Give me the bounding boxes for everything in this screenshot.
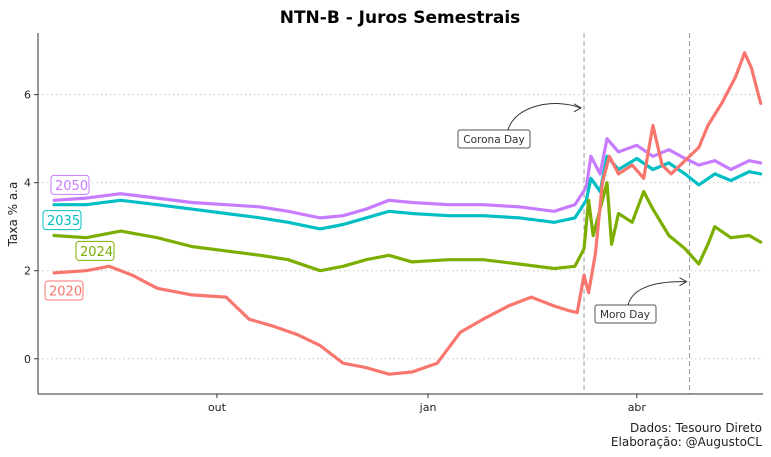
- series-line-2035: [52, 154, 763, 231]
- moro-day-arrow: [627, 281, 686, 306]
- series-label-box-2050: [50, 174, 90, 195]
- series-label-2020: 2020: [49, 285, 82, 300]
- axes-layer: [37, 33, 763, 395]
- y-tick-label: 4: [24, 177, 31, 190]
- corona-day-annotation: Corona Day: [457, 103, 583, 149]
- moro-day-arrowhead: [679, 277, 688, 287]
- moro-day-label: Moro Day: [600, 309, 650, 321]
- series-line-2024: [52, 181, 763, 273]
- y-tick-label: 0: [24, 353, 31, 366]
- corona-day-label: Corona Day: [463, 134, 524, 146]
- x-tick-label: jan: [419, 401, 437, 414]
- series-line-2050: [52, 137, 763, 220]
- series-label-2035: 2035: [47, 214, 80, 229]
- series-label-box-2024: [75, 240, 115, 261]
- series-label-box-2020: [44, 280, 84, 301]
- series-layer: [52, 51, 763, 376]
- caption-source: Dados: Tesouro Direto: [630, 421, 762, 435]
- series-label-2050: 2050: [55, 179, 88, 194]
- x-tick-label: out: [208, 401, 227, 414]
- moro-day-annotation: Moro Day: [594, 277, 688, 324]
- corona-day-arrowhead: [573, 103, 583, 113]
- series-labels-layer: 2050 2035 2024 2020: [42, 174, 115, 301]
- corona-day-arrow: [507, 103, 581, 131]
- chart-title: NTN-B - Juros Semestrais: [280, 8, 521, 28]
- corona-day-box: [457, 129, 531, 149]
- series-line-2020: [52, 51, 763, 376]
- caption-author: Elaboração: @AugustoCL: [611, 435, 762, 449]
- series-label-2024: 2024: [80, 245, 113, 260]
- tick-layer: 0 2 4 6 out jan abr: [24, 89, 646, 414]
- annotations-layer: Corona Day Moro Day: [457, 103, 688, 324]
- series-label-box-2035: [42, 210, 82, 231]
- y-tick-label: 6: [24, 89, 31, 102]
- moro-day-box: [594, 304, 657, 324]
- y-tick-label: 2: [24, 265, 31, 278]
- grid-layer: [38, 94, 763, 360]
- x-tick-label: abr: [628, 401, 647, 414]
- event-lines-layer: [583, 33, 691, 394]
- y-axis-title: Taxa % a.a: [6, 182, 20, 248]
